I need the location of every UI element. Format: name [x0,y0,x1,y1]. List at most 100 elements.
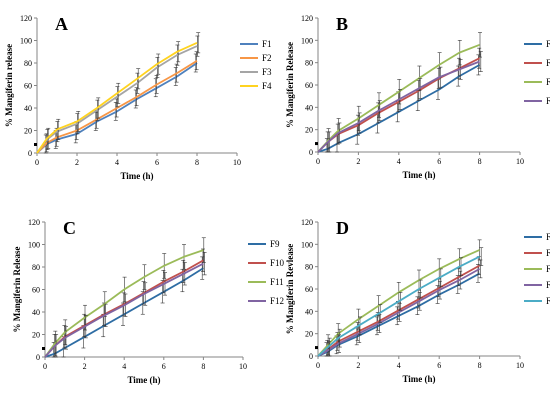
x-tick-label: 6 [162,362,166,371]
panel-b: 0 20 40 60 80 100 120 0 2 4 6 8 10 Time (h) % Mangifer… [285,14,550,180]
legend-label: F14 [546,248,550,258]
x-axis-label: Time (h) [402,170,435,180]
series-line [44,262,204,358]
x-tick-label: 0 [35,158,39,167]
panel-letter: A [55,14,68,34]
x-tick-label: 2 [356,361,360,370]
legend-item-F1: F1 [240,39,272,49]
y-tick-label: 0 [28,149,32,158]
series-line [36,62,198,154]
legend-item-F10: F10 [248,258,285,268]
x-tick-label: 2 [83,362,87,371]
legend-item-F7: F7 [524,77,550,87]
legend-item-F2: F2 [240,53,272,63]
x-tick-label: 6 [437,157,441,166]
legend-label: F6 [546,58,550,68]
series-line [317,64,481,153]
series-line [44,259,204,358]
y-tick-label: 20 [32,331,40,340]
legend-label: F13 [546,232,550,242]
legend-label: F2 [262,53,272,63]
origin-marker [42,347,45,350]
y-axis-label: % Mangiferin Release [285,42,295,128]
panel-c: 0 20 40 60 80 100 120 0 2 4 6 8 10 Time (h) % Mangifer… [12,218,285,385]
y-tick-label: 20 [305,330,313,339]
origin-marker [34,143,37,146]
series-F12 [44,252,207,358]
y-tick-label: 40 [305,307,313,316]
x-tick-label: 2 [356,157,360,166]
y-tick-label: 100 [301,240,313,249]
series-F8 [317,51,483,153]
y-tick-label: 20 [24,127,32,136]
series-F7 [317,32,482,153]
x-tick-label: 6 [437,361,441,370]
y-tick-label: 0 [309,148,313,157]
legend-label: F5 [546,39,550,49]
series-F4 [36,32,201,154]
x-tick-label: 8 [478,157,482,166]
series-line [317,255,481,357]
legend-item-F5: F5 [524,39,550,49]
legend-label: F12 [270,296,284,306]
panel-a: 0 20 40 60 80 100 120 0 2 4 6 8 10 Time (h) % Mangifer… [4,14,272,181]
panel-d: 0 20 40 60 80 100 120 0 2 4 6 8 10 Time (h) % Mangifer… [285,218,550,384]
series-line [36,60,198,154]
series-line [317,43,480,153]
series-line [317,272,481,357]
series-line [317,249,480,357]
legend-item-F11: F11 [248,277,284,287]
x-tick-label: 8 [195,158,199,167]
panel-letter: D [336,218,349,238]
y-tick-label: 60 [305,285,313,294]
legend-label: F11 [270,277,284,287]
y-tick-label: 80 [305,263,313,272]
x-axis-label: Time (h) [402,374,435,384]
series-F1 [36,53,198,154]
legend-item-F13: F13 [524,232,550,242]
y-tick-label: 120 [20,14,32,23]
x-tick-label: 0 [43,362,47,371]
series-F10 [44,248,205,358]
y-tick-label: 40 [32,308,40,317]
x-tick-label: 10 [516,157,524,166]
legend-label: F4 [262,81,272,91]
legend-label: F8 [546,96,550,106]
series-line [317,57,481,153]
legend-label: F10 [270,258,285,268]
x-tick-label: 0 [316,361,320,370]
series-line [317,60,480,153]
x-tick-label: 4 [122,362,126,371]
y-tick-label: 80 [32,263,40,272]
legend-item-F4: F4 [240,81,272,91]
y-tick-label: 40 [24,104,32,113]
x-tick-label: 0 [316,157,320,166]
origin-marker [315,346,318,350]
series-line [36,41,198,154]
y-tick-label: 100 [20,37,32,46]
series-line [317,264,481,357]
legend-label: F1 [262,39,272,49]
y-tick-label: 60 [24,82,32,91]
legend-item-F12: F12 [248,296,284,306]
series-line [317,268,481,357]
y-tick-label: 80 [24,59,32,68]
panel-letter: C [63,218,76,238]
legend-label: F9 [270,239,280,249]
y-tick-label: 120 [301,14,313,23]
x-tick-label: 4 [115,158,119,167]
series-F16 [317,259,483,357]
legend-item-F15: F15 [524,264,550,274]
x-tick-label: 2 [75,158,79,167]
x-tick-label: 6 [155,158,159,167]
y-tick-label: 0 [36,353,40,362]
series-line [44,267,204,358]
y-axis-label: % Mangiferin release [4,44,14,127]
legend-label: F16 [546,280,550,290]
x-tick-label: 10 [239,362,247,371]
legend-label: F7 [546,77,550,87]
legend-label: F3 [262,67,272,77]
legend-item-F14: F14 [524,248,550,258]
y-tick-label: 20 [305,126,313,135]
panel-letter: B [336,14,348,34]
